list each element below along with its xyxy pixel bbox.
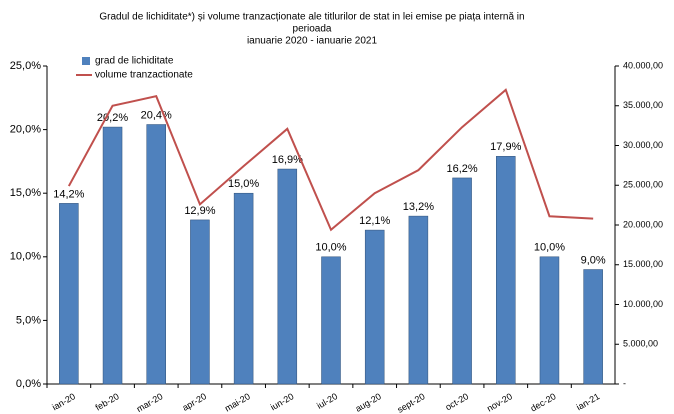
- data-label: 14,2%: [53, 188, 84, 200]
- y2-tick-label: 15.000,00: [623, 259, 663, 269]
- y2-tick-label: 5.000,00: [623, 339, 658, 349]
- y-tick-label: 0,0%: [16, 378, 41, 390]
- data-label: 20,4%: [141, 109, 172, 121]
- legend-label: grad de lichiditate: [95, 56, 174, 67]
- bar: [59, 203, 79, 385]
- x-tick-label: ian-20: [50, 391, 77, 412]
- bar: [364, 229, 385, 385]
- bar: [146, 124, 166, 385]
- data-label: 12,9%: [184, 205, 215, 217]
- bar: [583, 269, 603, 385]
- x-tick-label: dec-20: [529, 391, 558, 413]
- y2-tick-label: 10.000,00: [623, 299, 663, 309]
- data-label: 16,9%: [272, 154, 303, 166]
- legend-label: volume tranzactionate: [95, 70, 193, 81]
- data-label: 15,0%: [228, 178, 259, 190]
- data-label: 10,0%: [534, 242, 565, 254]
- data-label: 9,0%: [581, 254, 606, 266]
- y2-tick-label: 25.000,00: [623, 180, 663, 190]
- y-tick-label: 5,0%: [16, 314, 41, 326]
- x-tick-label: mar-20: [135, 391, 165, 414]
- y-tick-label: 15,0%: [10, 187, 41, 199]
- y-tick-label: 20,0%: [10, 124, 41, 136]
- x-tick-label: apr-20: [181, 391, 209, 413]
- legend-swatch: [82, 57, 90, 65]
- bar: [321, 256, 341, 385]
- x-tick-label: mai-20: [223, 391, 252, 413]
- bar: [277, 168, 298, 385]
- data-label: 16,2%: [446, 163, 477, 175]
- y2-tick-label: 20.000,00: [623, 219, 663, 229]
- y-tick-label: 10,0%: [10, 251, 41, 263]
- bar: [408, 215, 429, 385]
- y-tick-label: 25,0%: [10, 60, 41, 72]
- bar: [233, 192, 254, 385]
- line: [67, 88, 594, 232]
- y2-tick-label: 40.000,00: [623, 60, 663, 70]
- y2-tick-label: 30.000,00: [623, 140, 663, 150]
- x-tick-label: feb-20: [94, 391, 121, 412]
- data-label: 10,0%: [315, 242, 346, 254]
- x-tick-label: iun-20: [269, 391, 296, 412]
- x-tick-label: ian-21: [575, 391, 602, 412]
- x-tick-label: iul-20: [315, 391, 339, 411]
- data-label: 17,9%: [490, 141, 521, 153]
- x-tick-label: nov-20: [485, 391, 514, 413]
- x-tick-label: oct-20: [444, 391, 471, 412]
- chart-title: perioada: [293, 24, 332, 35]
- y2-tick-label: 35.000,00: [623, 100, 663, 110]
- bar: [496, 156, 516, 385]
- bar: [539, 256, 560, 385]
- bar: [102, 126, 123, 385]
- data-label: 13,2%: [403, 201, 434, 213]
- bar: [452, 177, 472, 385]
- bar: [190, 219, 210, 385]
- y2-tick-label: -: [623, 378, 626, 388]
- chart-title: Gradul de lichiditate*) și volume tranza…: [99, 12, 524, 23]
- x-tick-label: aug-20: [354, 391, 383, 414]
- chart-title: ianuarie 2020 - ianuarie 2021: [247, 36, 378, 47]
- data-label: 12,1%: [359, 215, 390, 227]
- x-tick-label: sept-20: [396, 391, 427, 414]
- data-label: 20,2%: [97, 112, 128, 124]
